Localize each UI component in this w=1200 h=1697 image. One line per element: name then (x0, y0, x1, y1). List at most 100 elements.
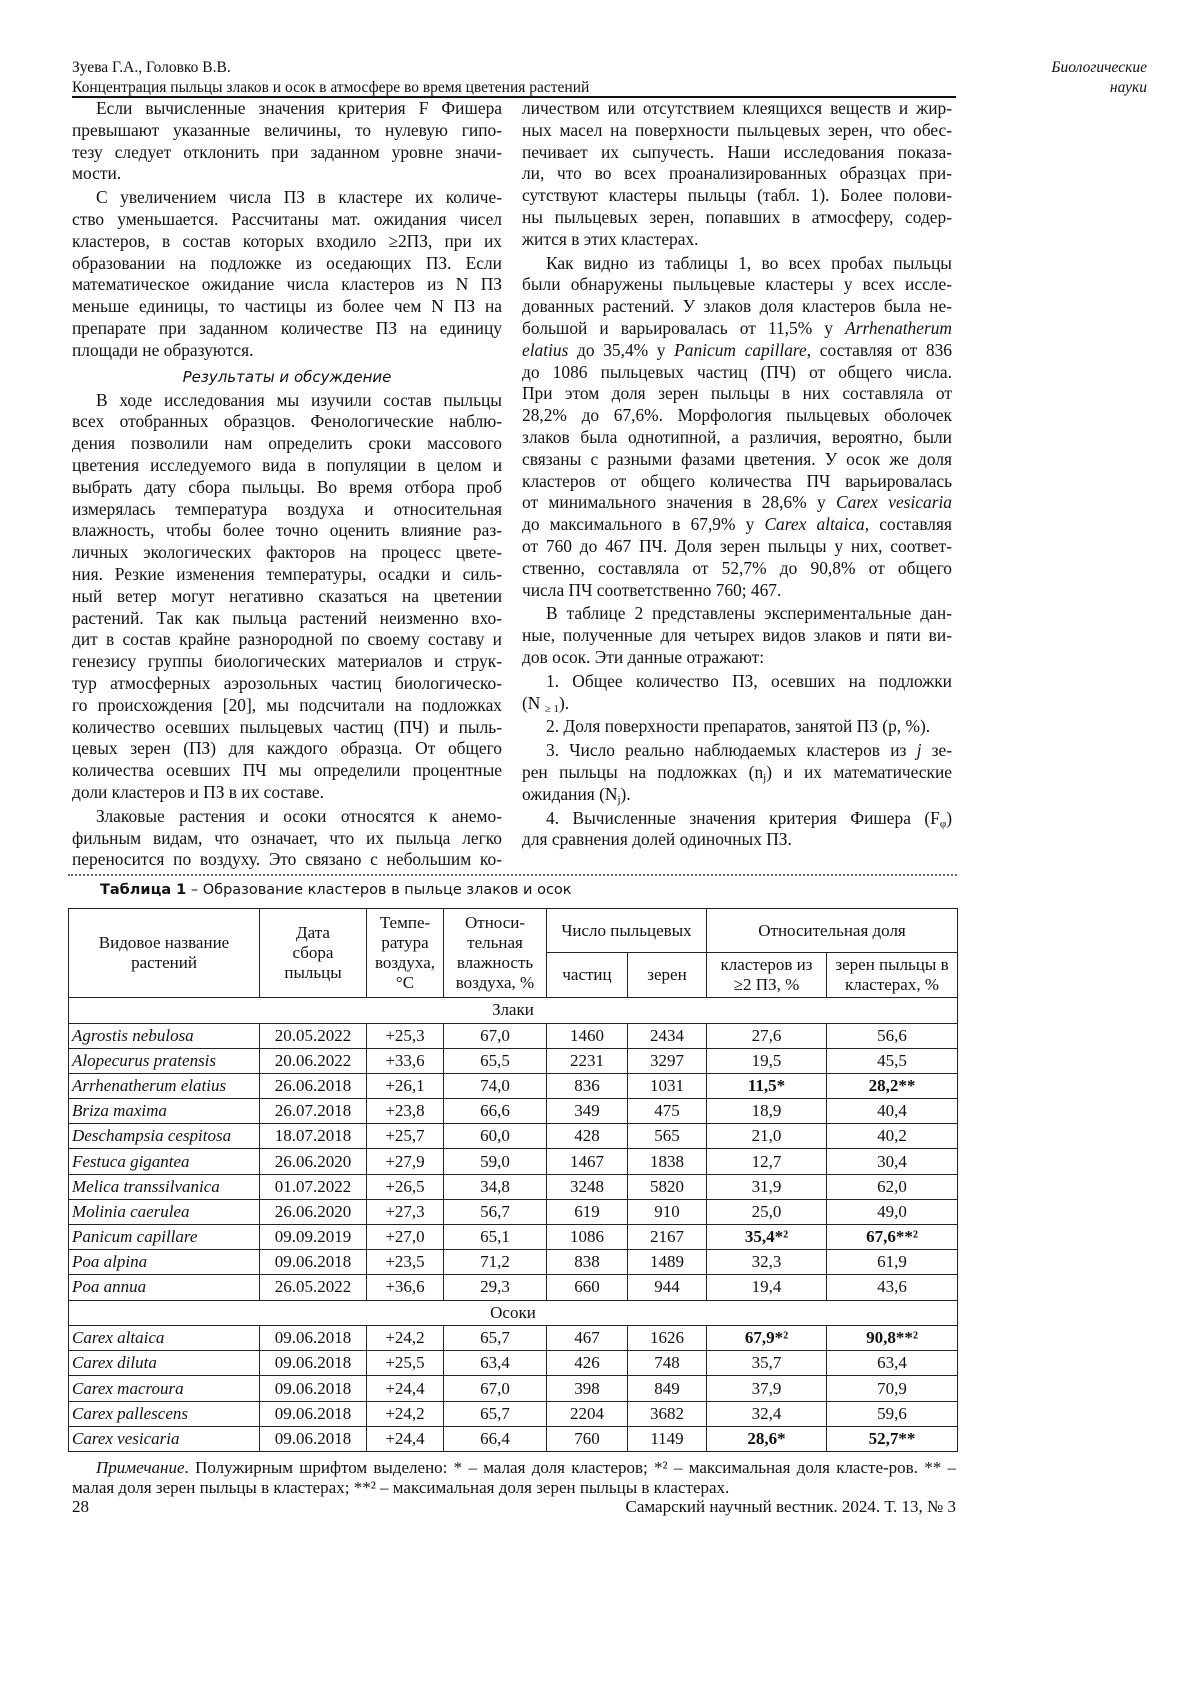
cell-species: Festuca gigantea (69, 1149, 260, 1174)
cell-humidity: 66,6 (444, 1099, 547, 1124)
cell-grains: 1031 (628, 1073, 707, 1098)
text-line: В ходе исследования мы изучили состав пы… (72, 390, 502, 412)
cell-species: Briza maxima (69, 1099, 260, 1124)
text-segment: зе- (921, 740, 952, 760)
cell-clusters-share: 37,9 (707, 1376, 827, 1401)
cell-grains: 475 (628, 1099, 707, 1124)
cell-temperature: +24,4 (367, 1426, 444, 1451)
table-row: Briza maxima26.07.2018+23,866,634947518,… (69, 1099, 958, 1124)
text-line: Как видно из таблицы 1, во всех пробах п… (522, 253, 952, 275)
cell-clusters-share: 11,5* (707, 1073, 827, 1098)
cell-clusters-share: 31,9 (707, 1174, 827, 1199)
cell-grains-in-clusters-share: 30,4 (827, 1149, 958, 1174)
cell-temperature: +27,0 (367, 1225, 444, 1250)
text-line: (N ≥ 1). (522, 693, 952, 715)
cell-humidity: 59,0 (444, 1149, 547, 1174)
cell-temperature: +24,4 (367, 1376, 444, 1401)
text-line: В таблице 2 представлены экспериментальн… (522, 603, 952, 625)
cell-particles: 398 (547, 1376, 628, 1401)
cell-temperature: +25,5 (367, 1351, 444, 1376)
text-line: ли, что во всех проанализированных образ… (522, 163, 952, 185)
cell-clusters-share: 27,6 (707, 1023, 827, 1048)
text-line: были обнаружены пыльцевые кластеры у все… (522, 274, 952, 296)
paragraph: С увеличением числа ПЗ в кластере их кол… (72, 187, 502, 361)
cell-humidity: 74,0 (444, 1073, 547, 1098)
cell-grains-in-clusters-share: 49,0 (827, 1199, 958, 1224)
text-line: С увеличением числа ПЗ в кластере их кол… (72, 187, 502, 209)
header-date: Дата сбора пыльцы (260, 909, 367, 998)
cell-date: 26.06.2018 (260, 1073, 367, 1098)
cell-temperature: +23,8 (367, 1099, 444, 1124)
text-segment: , составляя от 836 (807, 340, 952, 360)
cell-humidity: 66,4 (444, 1426, 547, 1451)
text-line: препарате при заданном количестве ПЗ на … (72, 318, 502, 340)
text-line: ния. Резкие изменения температуры, осадк… (72, 564, 502, 586)
paragraph: В таблице 2 представлены экспериментальн… (522, 603, 952, 668)
table-row: Molinia caerulea26.06.2020+27,356,761991… (69, 1199, 958, 1224)
text-line: сутствуют кластеры пыльцы (табл. 1). Бол… (522, 185, 952, 207)
cell-date: 09.06.2018 (260, 1376, 367, 1401)
cell-humidity: 65,7 (444, 1326, 547, 1351)
text-line: рен пыльцы на подложках (nj) и их матема… (522, 762, 952, 784)
cell-grains-in-clusters-share: 63,4 (827, 1351, 958, 1376)
header-particles: частиц (547, 953, 628, 998)
text-line: го происхождения [20], мы подсчитали на … (72, 695, 502, 717)
text-line: кластеров от общего количества ПЧ варьир… (522, 471, 952, 493)
cell-date: 26.06.2020 (260, 1199, 367, 1224)
cell-humidity: 71,2 (444, 1250, 547, 1275)
pollen-cluster-table: Видовое название растений Дата сбора пыл… (68, 908, 958, 1452)
header-authors: Зуева Г.А., Головко В.В. (72, 58, 231, 78)
text-line: ные, полученные для четырех видов злаков… (522, 625, 952, 647)
cell-species: Poa alpina (69, 1250, 260, 1275)
text-line: от 760 до 467 ПЧ. Доля зерен пыльцы у ни… (522, 536, 952, 558)
text-line: меньше единицы, то частицы из более чем … (72, 296, 502, 318)
table-row: Carex altaica09.06.2018+24,265,746716266… (69, 1326, 958, 1351)
cell-particles: 1467 (547, 1149, 628, 1174)
text-column-left: Если вычисленные значения критерия F Фиш… (72, 98, 502, 873)
header-grains: зерен (628, 953, 707, 998)
cell-particles: 2204 (547, 1401, 628, 1426)
cell-grains-in-clusters-share: 70,9 (827, 1376, 958, 1401)
table-caption: Таблица 1 – Образование кластеров в пыль… (100, 882, 572, 898)
paragraph: 2. Доля поверхности препаратов, занятой … (522, 716, 952, 738)
cell-grains: 1626 (628, 1326, 707, 1351)
text-segment: (N (522, 693, 545, 713)
text-line: генезису группы биологических материалов… (72, 651, 502, 673)
text-line: При этом доля зерен пыльцы в них составл… (522, 383, 952, 405)
text-segment: 3. Число реально наблюдаемых кластеров и… (546, 740, 917, 760)
text-line: жится в этих кластерах. (522, 229, 952, 251)
cell-clusters-share: 21,0 (707, 1124, 827, 1149)
text-line: тезу следует отклонить при заданном уров… (72, 142, 502, 164)
table-row: Panicum capillare09.09.2019+27,065,11086… (69, 1225, 958, 1250)
cell-date: 09.06.2018 (260, 1426, 367, 1451)
text-segment: большой и варьировалась от 11,5% у (522, 318, 845, 338)
text-segment: , составляя (865, 514, 952, 534)
cell-clusters-share: 25,0 (707, 1199, 827, 1224)
cell-species: Arrhenatherum elatius (69, 1073, 260, 1098)
text-line: elatius до 35,4% у Panicum capillare, со… (522, 340, 952, 362)
cell-date: 09.06.2018 (260, 1351, 367, 1376)
text-line: тур атмосферных аэрозольных частиц биоло… (72, 673, 502, 695)
cell-particles: 619 (547, 1199, 628, 1224)
text-segment: ) и их математические (766, 762, 952, 782)
table-row: Deschampsia cespitosa18.07.2018+25,760,0… (69, 1124, 958, 1149)
cell-species: Poa annua (69, 1275, 260, 1300)
text-segment: от минимального значения в 28,6% у (522, 492, 836, 512)
cell-humidity: 29,3 (444, 1275, 547, 1300)
cell-particles: 760 (547, 1426, 628, 1451)
journal-citation: Самарский научный вестник. 2024. Т. 13, … (626, 1497, 957, 1517)
text-line: образовании на подложке из оседающих ПЗ.… (72, 253, 502, 275)
table-row: Carex diluta09.06.2018+25,563,442674835,… (69, 1351, 958, 1376)
cell-species: Carex altaica (69, 1326, 260, 1351)
cell-date: 09.06.2018 (260, 1250, 367, 1275)
cell-date: 20.05.2022 (260, 1023, 367, 1048)
cell-clusters-share: 35,7 (707, 1351, 827, 1376)
text-line: выбрать дату сбора пыльцы. Во время отбо… (72, 477, 502, 499)
cell-clusters-share: 32,3 (707, 1250, 827, 1275)
cell-grains-in-clusters-share: 59,6 (827, 1401, 958, 1426)
cell-particles: 349 (547, 1099, 628, 1124)
cell-particles: 467 (547, 1326, 628, 1351)
text-line: количества осевших ПЧ мы определили проц… (72, 760, 502, 782)
table-note: Примечание. Полужирным шрифтом выделено:… (72, 1458, 956, 1497)
text-line: фильным видам, что означает, что их пыль… (72, 828, 502, 850)
